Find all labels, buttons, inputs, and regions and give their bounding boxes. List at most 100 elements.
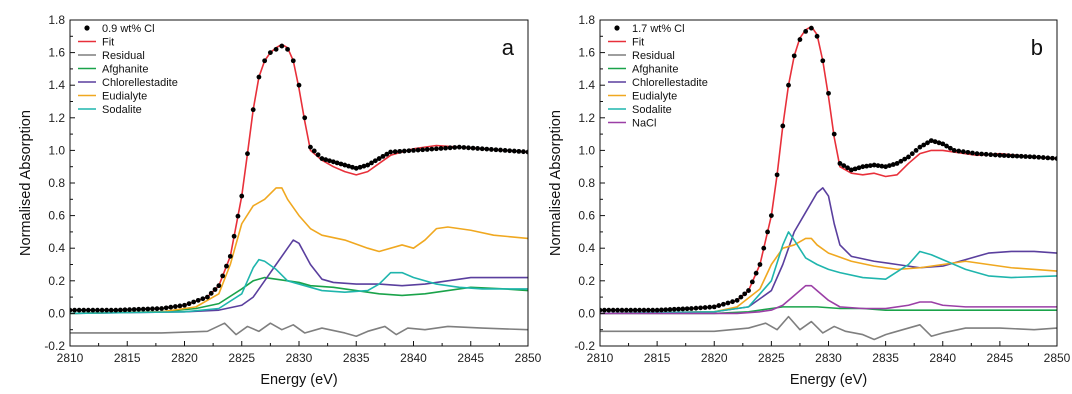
data-point [267, 50, 273, 55]
data-point [641, 307, 647, 313]
data-point [960, 149, 966, 155]
data-point [195, 297, 201, 303]
data-point [392, 149, 398, 155]
data-point [208, 290, 214, 296]
data-point [163, 305, 169, 311]
legend-label: 0.9 wt% Cl [102, 23, 155, 35]
data-point [200, 296, 206, 302]
series-chlorellestadite [70, 239, 528, 315]
data-point [323, 157, 329, 163]
data-point [689, 306, 694, 311]
data-point [716, 303, 722, 308]
y-tick-label: 0.8 [578, 176, 595, 190]
data-point [786, 82, 791, 88]
x-tick-label: 2810 [587, 351, 614, 365]
data-point [856, 165, 862, 171]
data-point [1031, 154, 1037, 160]
data-point [1006, 153, 1011, 159]
data-point [734, 297, 740, 303]
data-point [894, 161, 900, 166]
data-point [302, 115, 308, 121]
data-point [140, 306, 146, 312]
data-point [831, 131, 837, 137]
data-point [285, 46, 290, 52]
chart-panel-a: 2810 2815 2820 2825 2830 2835 2840 2845 2850 -0.2… [18, 13, 542, 388]
data-point [965, 149, 971, 155]
data-point [1023, 154, 1028, 159]
legend-label: NaCl [632, 118, 656, 130]
data-point [730, 299, 735, 305]
data-point [742, 291, 748, 297]
legend-label: Eudialyte [632, 91, 677, 103]
data-point [606, 307, 612, 313]
data-point [507, 148, 513, 154]
legend-label: Sodalite [102, 104, 142, 116]
data-point [650, 307, 656, 313]
y-tick-label: 1.8 [48, 13, 65, 27]
legend-marker [84, 25, 90, 31]
data-point [997, 152, 1003, 158]
data-point [940, 141, 946, 147]
legend-label: Afghanite [102, 64, 148, 76]
data-point [484, 146, 490, 152]
legend-label: Chlorellestadite [102, 77, 178, 89]
data-point [932, 139, 938, 145]
data-point [308, 144, 313, 150]
data-point [466, 145, 471, 151]
data-point [979, 151, 984, 157]
x-axis-label: Energy (eV) [260, 372, 337, 388]
data-point [848, 167, 854, 173]
data-point [104, 307, 110, 313]
data-point [245, 151, 250, 157]
data-point [380, 153, 386, 159]
data-point [273, 46, 279, 52]
data-point [845, 165, 850, 171]
legend-label: 1.7 wt% Cl [632, 23, 685, 35]
data-point [628, 307, 634, 313]
data-point [826, 90, 831, 96]
legend-label: Fit [632, 37, 644, 49]
legend-label: Sodalite [632, 104, 672, 116]
data-point [250, 107, 256, 113]
data-point [970, 150, 975, 156]
data-point [864, 163, 869, 169]
series-group [70, 43, 528, 338]
data-point [365, 162, 371, 168]
data-point [711, 304, 717, 310]
x-tick-label: 2850 [1044, 351, 1071, 365]
data-point [654, 307, 660, 313]
data-point [1040, 155, 1046, 160]
data-point [951, 148, 957, 153]
data-point [671, 306, 677, 312]
data-point [909, 151, 915, 157]
data-point [401, 148, 407, 154]
series-eudialyte [600, 237, 1057, 315]
data-point [372, 158, 378, 164]
series-fit [600, 25, 1057, 311]
data-point [725, 300, 731, 306]
y-tick-label: 1.2 [48, 111, 65, 125]
data-point [397, 148, 403, 154]
y-tick-label: 1.2 [578, 111, 595, 125]
data-point [90, 307, 96, 313]
data-point [330, 159, 336, 165]
y-tick-label: 1.0 [578, 143, 595, 157]
data-point [99, 307, 105, 313]
data-point [753, 270, 759, 276]
data-point [108, 307, 114, 313]
data-point [311, 148, 317, 154]
data-point [749, 279, 755, 285]
data-point [177, 303, 183, 309]
data-point [443, 145, 448, 151]
data-point [875, 163, 881, 169]
y-tick-label: 0.0 [48, 306, 65, 320]
data-point [925, 140, 930, 146]
data-point [1050, 155, 1055, 161]
data-point [615, 307, 620, 313]
panel-label: a [502, 35, 515, 60]
data-point [707, 304, 713, 310]
series-afghanite [600, 306, 1057, 315]
data-point [871, 162, 877, 168]
